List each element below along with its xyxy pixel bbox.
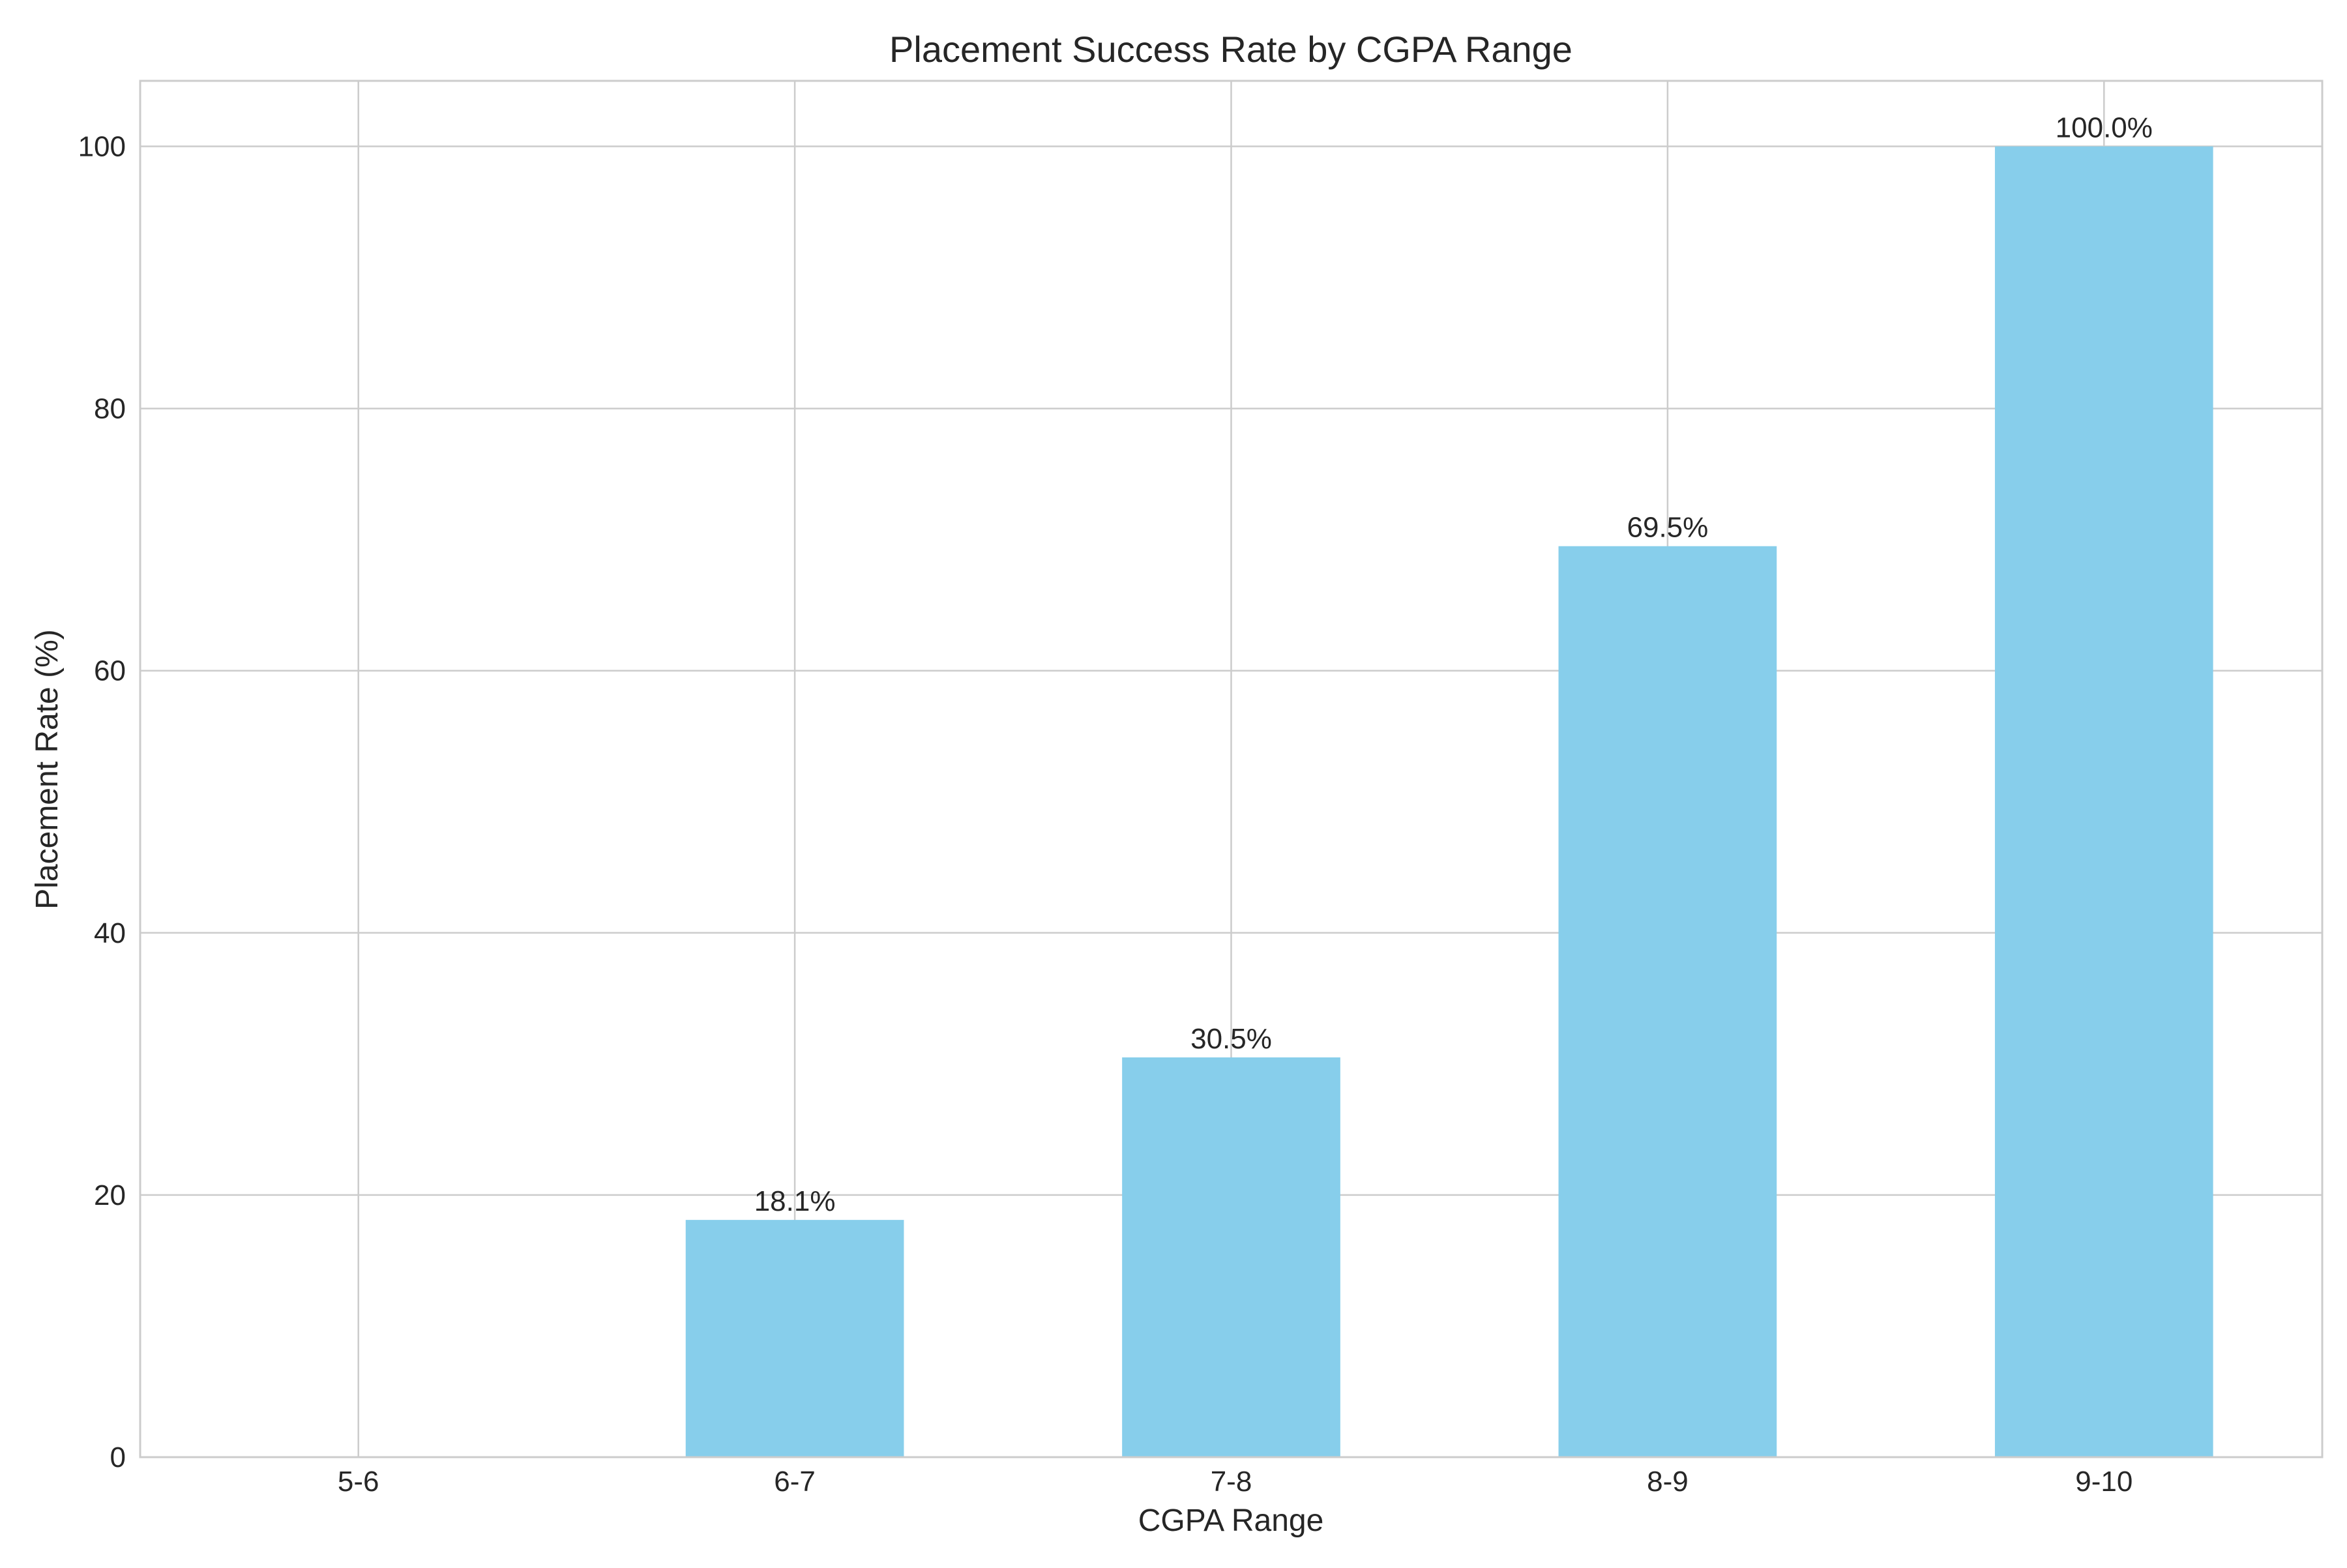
x-tick-label: 9-10: [2075, 1466, 2133, 1498]
y-tick-label: 40: [94, 917, 126, 949]
bars-layer: [685, 146, 2213, 1458]
bar-value-label: 30.5%: [1190, 1023, 1272, 1055]
y-tick-label: 60: [94, 655, 126, 687]
x-tick-label: 5-6: [338, 1466, 379, 1498]
x-tick-label: 7-8: [1211, 1466, 1252, 1498]
bar-6-7: [685, 1220, 904, 1457]
bar-value-label: 100.0%: [2056, 112, 2153, 144]
y-tick-label: 80: [94, 393, 126, 425]
plot-frame: [139, 80, 2324, 1458]
bar-7-8: [1122, 1057, 1340, 1457]
y-tick-label: 0: [110, 1442, 126, 1473]
y-tick-label: 100: [78, 131, 126, 163]
x-tick-label: 8-9: [1647, 1466, 1689, 1498]
y-axis-label: Placement Rate (%): [30, 629, 65, 910]
bar-value-label: 18.1%: [754, 1185, 836, 1217]
bar-9-10: [1994, 146, 2213, 1457]
bar-value-label: 69.5%: [1627, 512, 1709, 544]
y-tick-labels: 0 20 40 60 80 100: [78, 131, 126, 1473]
data-labels-layer: 18.1% 30.5% 69.5% 100.0%: [754, 112, 2153, 1218]
x-axis-label: CGPA Range: [1138, 1503, 1324, 1538]
x-tick-labels: 5-6 6-7 7-8 8-9 9-10: [338, 1466, 2133, 1498]
y-tick-label: 20: [94, 1179, 126, 1211]
x-tick-label: 6-7: [774, 1466, 816, 1498]
chart-title: Placement Success Rate by CGPA Range: [889, 29, 1572, 70]
bar-8-9: [1558, 546, 1777, 1458]
